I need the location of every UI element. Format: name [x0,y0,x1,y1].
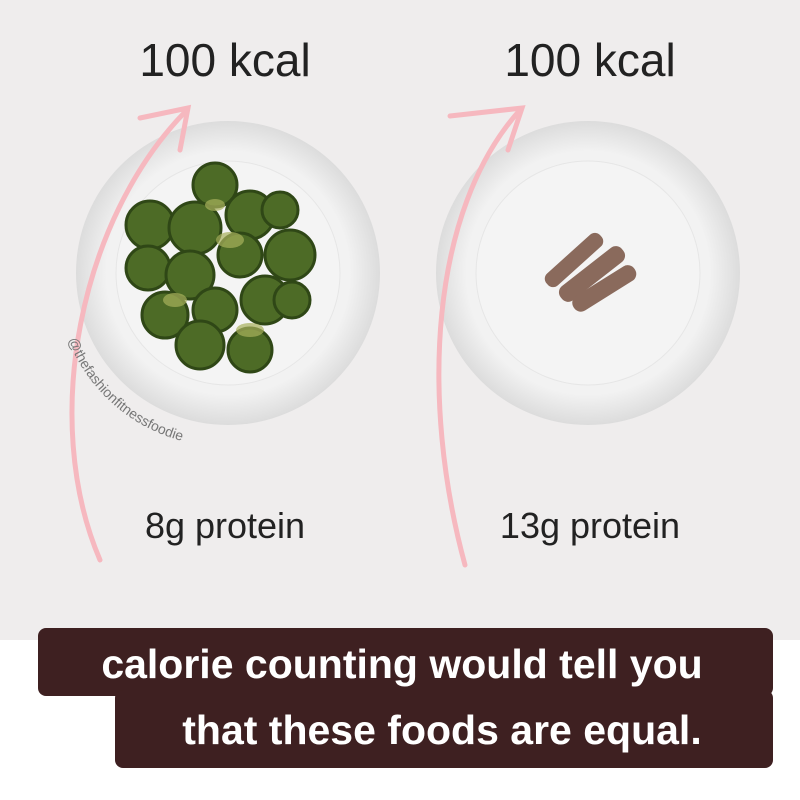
caption-line: calorie counting would tell you [101,641,702,687]
protein-label: 8g protein [145,505,305,546]
meat [544,232,637,312]
calorie-label: 100 kcal [504,34,675,86]
broccoli-stems [163,199,264,337]
caption-box [38,628,773,696]
arrows [69,104,526,568]
calorie-label: 100 kcal [139,34,310,86]
caption-line: that these foods are equal. [182,707,701,753]
broccoli [124,161,317,374]
protein-label: 13g protein [500,505,680,546]
caption-box [115,690,773,768]
